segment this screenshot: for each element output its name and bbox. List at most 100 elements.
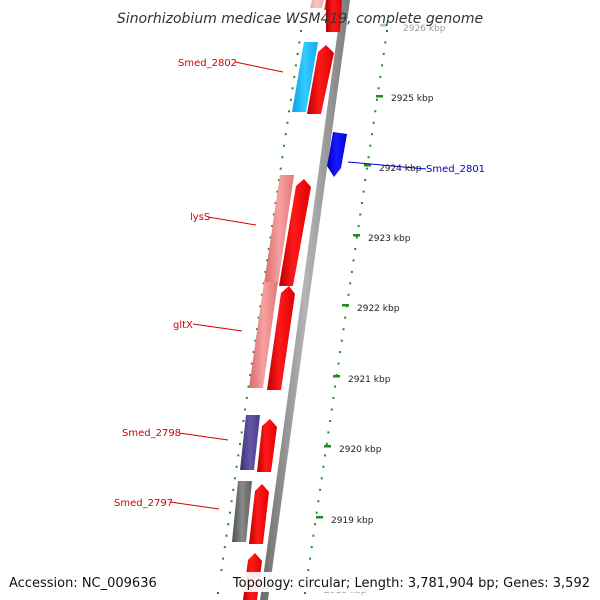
gene-smed-2803[interactable]: [310, 0, 324, 8]
tick-label: 2926 kbp: [403, 24, 446, 34]
gc-dot: [293, 75, 296, 78]
gc-dot: [354, 247, 357, 250]
gc-dot: [283, 144, 286, 147]
tick-2924: 2924 kbp: [364, 164, 422, 174]
gc-dot: [344, 316, 347, 319]
summary-text: Topology: circular; Length: 3,781,904 bp…: [232, 576, 590, 591]
tick-2920: 2920 kbp: [324, 445, 382, 455]
gc-dot: [382, 52, 385, 55]
gc-dot: [228, 511, 231, 514]
tick-label: 2925 kbp: [391, 94, 434, 104]
gc-dot: [300, 30, 302, 32]
gc-dot: [342, 328, 345, 331]
tick-2923: 2923 kbp: [353, 234, 411, 244]
gc-dot: [334, 385, 337, 388]
gene-gltx[interactable]: [249, 282, 278, 388]
tick-2925: 2925 kbp: [376, 94, 434, 104]
gc-dot: [384, 41, 387, 44]
gene-label-smed-2797: Smed_2797: [114, 498, 173, 509]
gc-dot: [223, 546, 226, 549]
cds-arrow[interactable]: [279, 179, 311, 286]
gene-label-gltx: gltX: [173, 320, 193, 331]
gc-dot: [232, 488, 235, 491]
gc-dot-tracks: [217, 30, 388, 594]
gc-dot: [259, 305, 262, 308]
gc-dot: [220, 569, 223, 572]
gene-smed-2798[interactable]: [240, 415, 260, 470]
cds-arrow[interactable]: [326, 0, 342, 32]
gc-dot: [249, 374, 252, 377]
gc-dot: [296, 52, 299, 55]
gc-dot: [319, 488, 322, 491]
gc-dot: [256, 328, 258, 331]
gc-dot: [284, 133, 287, 136]
leader-smed-2802: [234, 61, 284, 73]
gc-dot: [314, 523, 316, 526]
gc-dot: [269, 236, 272, 239]
label-leaders: [169, 61, 427, 510]
gc-dot: [367, 156, 370, 159]
gene-smed-2797[interactable]: [232, 481, 252, 542]
gc-dot: [222, 557, 225, 560]
tick-2921: 2921 kbp: [333, 375, 391, 385]
gc-dot: [225, 534, 228, 537]
gc-dot: [274, 202, 277, 204]
gc-dot: [291, 87, 294, 90]
gc-dot: [381, 64, 383, 67]
gc-dot: [340, 339, 343, 342]
gc-dot: [264, 270, 267, 273]
gc-dot: [227, 523, 230, 526]
gc-dot: [329, 420, 332, 422]
gc-dot: [376, 98, 378, 101]
cds-arrow[interactable]: [267, 286, 295, 390]
leader-gltx: [192, 323, 243, 332]
gene-smed-2802[interactable]: [292, 42, 318, 112]
gc-dot: [235, 465, 238, 468]
gene-smed-2801[interactable]: [327, 132, 347, 177]
tick-label: 2920 kbp: [339, 445, 382, 455]
gc-dot: [325, 442, 328, 445]
cds-arrow[interactable]: [307, 45, 334, 114]
gc-dot: [217, 592, 219, 594]
gc-dot: [276, 190, 279, 193]
gc-dot: [350, 270, 353, 273]
gc-dot: [370, 133, 373, 136]
tick-label: 2919 kbp: [331, 516, 374, 526]
gc-dot: [266, 259, 269, 262]
gc-dot: [271, 225, 274, 227]
gc-dot: [298, 41, 301, 44]
gene-label-smed-2802: Smed_2802: [178, 58, 237, 69]
page-title: Sinorhizobium medicae WSM419, complete g…: [117, 11, 483, 27]
gc-dot: [250, 362, 253, 365]
gc-dot: [377, 87, 380, 90]
tick-label: 2923 kbp: [368, 234, 411, 244]
gc-dot: [372, 121, 375, 124]
tick-2922: 2922 kbp: [342, 304, 400, 314]
gc-dot: [355, 236, 358, 239]
gc-dot: [289, 98, 292, 101]
gc-dot: [379, 75, 382, 78]
gc-dot: [349, 282, 352, 285]
gc-dot: [352, 259, 355, 262]
footer-bar: [0, 572, 600, 592]
gc-dot: [322, 465, 325, 468]
gene-lyss[interactable]: [264, 175, 294, 284]
tick-label: 2924 kbp: [379, 164, 422, 174]
gc-dot: [315, 511, 318, 514]
gc-dot: [330, 408, 333, 411]
gc-dot: [386, 30, 388, 32]
gene-track: [232, 0, 324, 542]
cds-arrow[interactable]: [249, 484, 269, 544]
leader-smed-2798: [178, 432, 229, 441]
gc-dot: [339, 351, 342, 354]
gc-dot: [254, 339, 257, 342]
leader-lyss: [207, 216, 257, 226]
gc-dot: [240, 431, 243, 434]
gc-dot: [324, 454, 327, 457]
gc-dot: [374, 110, 377, 113]
gc-dot: [317, 500, 320, 503]
cds-arrow[interactable]: [257, 419, 277, 472]
genome-backbone: [260, 0, 350, 600]
gc-dot: [244, 408, 247, 411]
